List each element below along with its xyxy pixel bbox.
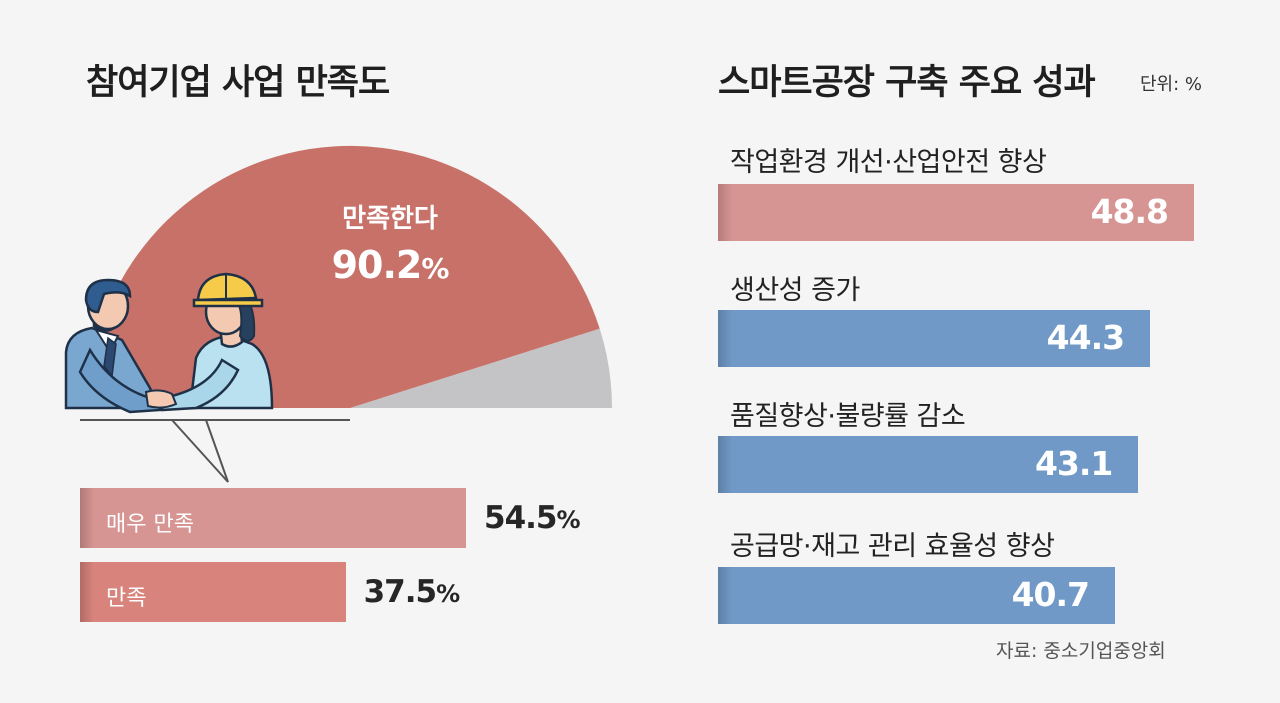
unit-label: 단위: % xyxy=(1140,74,1203,95)
bar-value-label: 40.7 xyxy=(1011,575,1090,614)
breakdown-bar-label: 매우 만족 xyxy=(106,512,194,537)
breakdown-bar-value: 37.5% xyxy=(363,574,461,610)
bar-category-label: 작업환경 개선·산업안전 향상 xyxy=(730,147,1047,178)
source-note: 자료: 중소기업중앙회 xyxy=(996,640,1166,662)
bar-value-label: 43.1 xyxy=(1034,444,1113,483)
pie-chart xyxy=(64,145,612,483)
bar-category-label: 공급망·재고 관리 효율성 향상 xyxy=(730,531,1055,562)
breakdown-bar-value: 54.5% xyxy=(484,500,581,536)
bar-value-label: 44.3 xyxy=(1046,318,1125,357)
bar-value-label: 48.8 xyxy=(1090,192,1169,231)
bar-category-label: 생산성 증가 xyxy=(730,275,860,306)
bar xyxy=(718,184,1194,241)
worker-icon xyxy=(158,272,274,412)
right-chart-title: 스마트공장 구축 주요 성과 xyxy=(718,63,1096,103)
pie-main-label: 만족한다 90.2% xyxy=(310,198,470,287)
pie-value-number: 90.2 xyxy=(331,243,423,287)
pie-category-label: 만족한다 xyxy=(342,204,438,234)
pie-value-label: 90.2% xyxy=(310,243,470,287)
handshake-illustration xyxy=(64,272,274,414)
bar xyxy=(718,310,1151,367)
breakdown-bar xyxy=(80,562,346,622)
bar-category-label: 품질향상·불량률 감소 xyxy=(730,401,966,432)
left-chart-title: 참여기업 사업 만족도 xyxy=(86,63,390,103)
callout-pointer xyxy=(171,419,229,483)
bar xyxy=(718,436,1139,493)
pie-value-pct: % xyxy=(421,252,449,285)
breakdown-bar-label: 만족 xyxy=(106,586,147,611)
bar xyxy=(718,567,1115,624)
businessman-icon xyxy=(64,278,164,414)
pie-slice-rest xyxy=(350,328,612,408)
breakdown-bar xyxy=(80,488,466,548)
hands-icon xyxy=(144,389,178,409)
